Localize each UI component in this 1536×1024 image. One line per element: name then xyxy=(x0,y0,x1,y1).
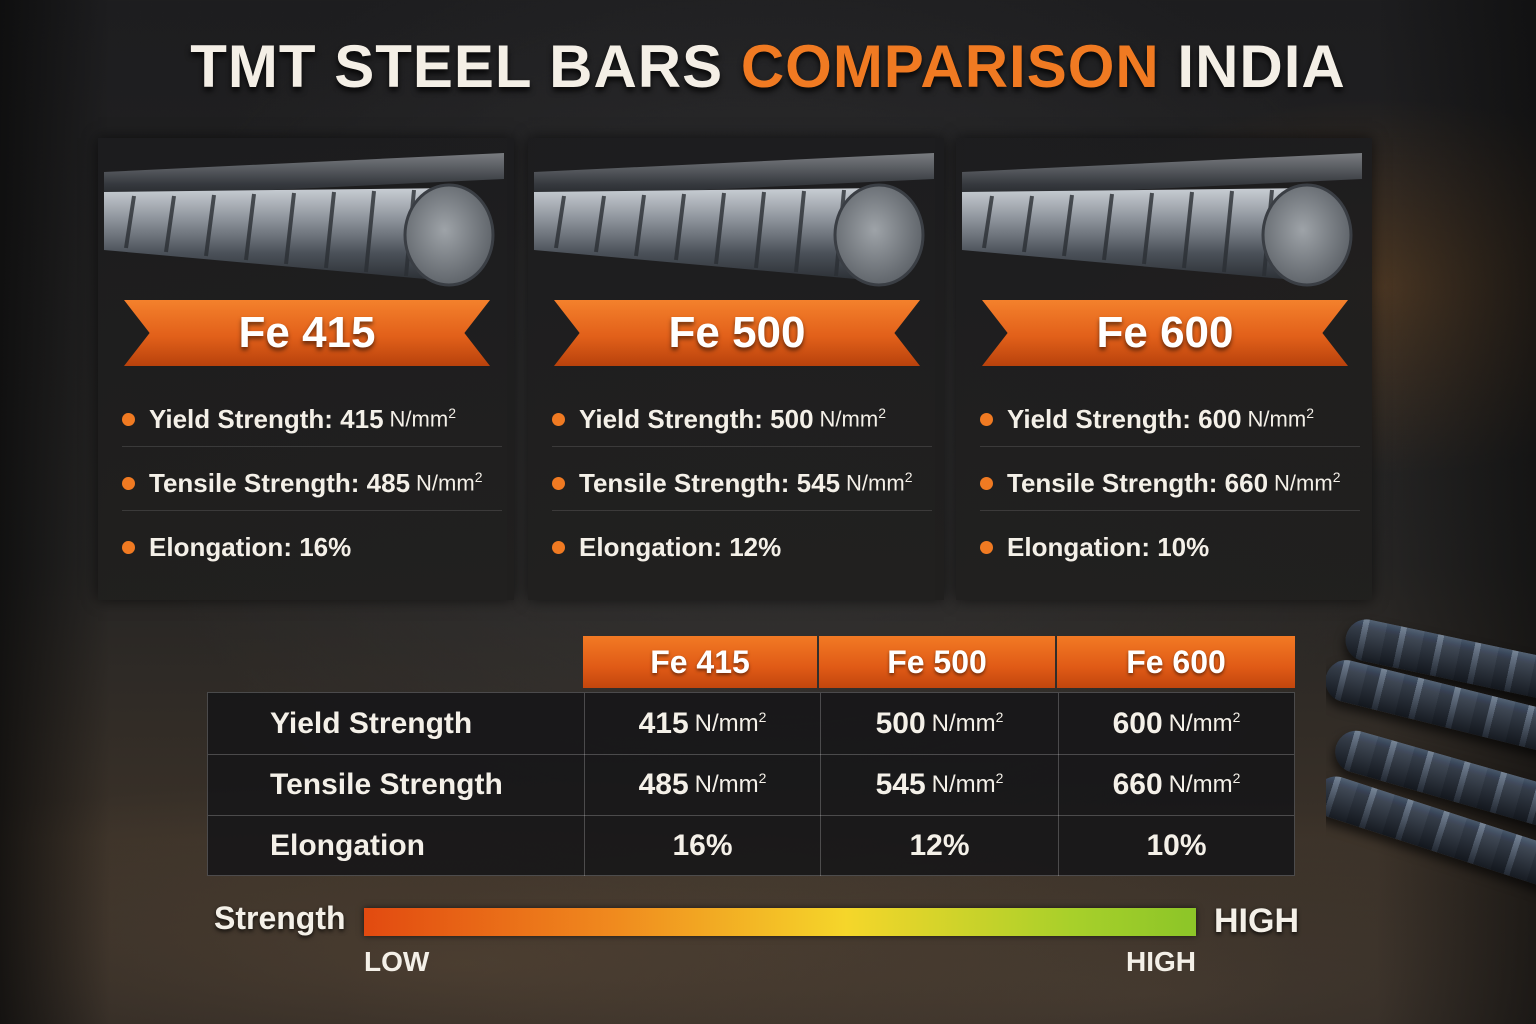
spec-yield-text: Yield Strength: 600 xyxy=(1007,403,1242,434)
row-label: Elongation xyxy=(270,828,425,862)
unit-label: N/mm2 xyxy=(1274,469,1341,496)
background-shade-left xyxy=(0,0,110,1024)
spec-elongation-text: Elongation: 16% xyxy=(149,531,352,562)
table-cell: 10% xyxy=(1058,815,1294,876)
row-label: Yield Strength xyxy=(270,706,473,740)
bullet-icon xyxy=(552,540,565,554)
unit-label: N/mm2 xyxy=(416,469,483,496)
rebar-image xyxy=(104,152,504,287)
spec-elongation: Elongation: 16% xyxy=(122,520,502,574)
spec-tensile-text: Tensile Strength: 485 xyxy=(149,467,411,498)
spec-elongation: Elongation: 12% xyxy=(552,520,932,574)
unit-label: N/mm2 xyxy=(1247,405,1314,432)
spec-tensile: Tensile Strength: 545 N/mm2 xyxy=(552,456,932,511)
row-label: Tensile Strength xyxy=(270,767,503,801)
table-header-fe600: Fe 600 xyxy=(1057,636,1295,688)
spec-tensile: Tensile Strength: 660 N/mm2 xyxy=(980,456,1360,511)
bullet-icon xyxy=(980,540,993,554)
spec-yield: Yield Strength: 415 N/mm2 xyxy=(122,392,502,447)
table-cell: 660 N/mm2 xyxy=(1058,754,1294,815)
grade-ribbon: Fe 600 xyxy=(982,300,1348,366)
table-body: Yield Strength 415 N/mm2 500 N/mm2 600 N/mm… xyxy=(207,692,1295,876)
bullet-icon xyxy=(122,476,135,490)
table-row: Yield Strength 415 N/mm2 500 N/mm2 600 N/mm… xyxy=(208,693,1294,755)
bullet-icon xyxy=(122,412,135,426)
rebar-image xyxy=(962,152,1362,287)
grade-ribbon: Fe 500 xyxy=(554,300,920,366)
table-cell: 485 N/mm2 xyxy=(584,754,820,815)
grade-panel-fe600: Fe 600 Yield Strength: 600 N/mm2 Tensile… xyxy=(956,138,1372,600)
strength-scale-low: LOW xyxy=(364,946,430,977)
unit-label: N/mm2 xyxy=(819,405,886,432)
strength-scale-label: Strength xyxy=(214,900,346,936)
rebar-pile-decoration xyxy=(1326,585,1536,965)
title-part-3: INDIA xyxy=(1159,33,1346,100)
table-cell: 545 N/mm2 xyxy=(820,754,1058,815)
spec-yield: Yield Strength: 600 N/mm2 xyxy=(980,392,1360,447)
title-part-2: COMPARISON xyxy=(740,33,1160,100)
table-header-fe500: Fe 500 xyxy=(819,636,1055,688)
grade-panel-fe500: Fe 500 Yield Strength: 500 N/mm2 Tensile… xyxy=(528,138,944,600)
spec-yield-text: Yield Strength: 500 xyxy=(579,403,814,434)
table-cell: 600 N/mm2 xyxy=(1058,693,1294,754)
bullet-icon xyxy=(552,476,565,490)
bullet-icon xyxy=(980,476,993,490)
spec-elongation: Elongation: 10% xyxy=(980,520,1360,574)
table-header-fe415: Fe 415 xyxy=(583,636,817,688)
unit-label: N/mm2 xyxy=(389,405,456,432)
unit-label: N/mm2 xyxy=(846,469,913,496)
title-part-1: TMT STEEL BARS xyxy=(190,33,741,100)
bullet-icon xyxy=(122,540,135,554)
strength-gradient-bar xyxy=(364,908,1196,936)
spec-tensile: Tensile Strength: 485 N/mm2 xyxy=(122,456,502,511)
strength-scale-high-right: HIGH xyxy=(1214,902,1299,940)
table-row: Elongation 16% 12% 10% xyxy=(208,815,1294,876)
grade-panel-fe415: Fe 415 Yield Strength: 415 N/mm2 Tensile… xyxy=(98,138,514,600)
bullet-icon xyxy=(980,412,993,426)
page-title: TMT STEEL BARS COMPARISON INDIA xyxy=(0,32,1536,101)
bullet-icon xyxy=(552,412,565,426)
table-cell: 500 N/mm2 xyxy=(820,693,1058,754)
spec-elongation-text: Elongation: 12% xyxy=(579,531,782,562)
spec-tensile-text: Tensile Strength: 545 xyxy=(579,467,841,498)
strength-scale-high: HIGH xyxy=(1126,946,1196,977)
spec-elongation-text: Elongation: 10% xyxy=(1007,531,1210,562)
table-cell: 16% xyxy=(584,815,820,876)
table-row: Tensile Strength 485 N/mm2 545 N/mm2 660 N/… xyxy=(208,754,1294,816)
table-cell: 415 N/mm2 xyxy=(584,693,820,754)
grade-ribbon: Fe 415 xyxy=(124,300,490,366)
spec-tensile-text: Tensile Strength: 660 xyxy=(1007,467,1269,498)
rebar-image xyxy=(534,152,934,287)
spec-yield: Yield Strength: 500 N/mm2 xyxy=(552,392,932,447)
comparison-table: Fe 415 Fe 500 Fe 600 Yield Strength 415 N… xyxy=(207,636,1295,876)
spec-yield-text: Yield Strength: 415 xyxy=(149,403,384,434)
table-cell: 12% xyxy=(820,815,1058,876)
